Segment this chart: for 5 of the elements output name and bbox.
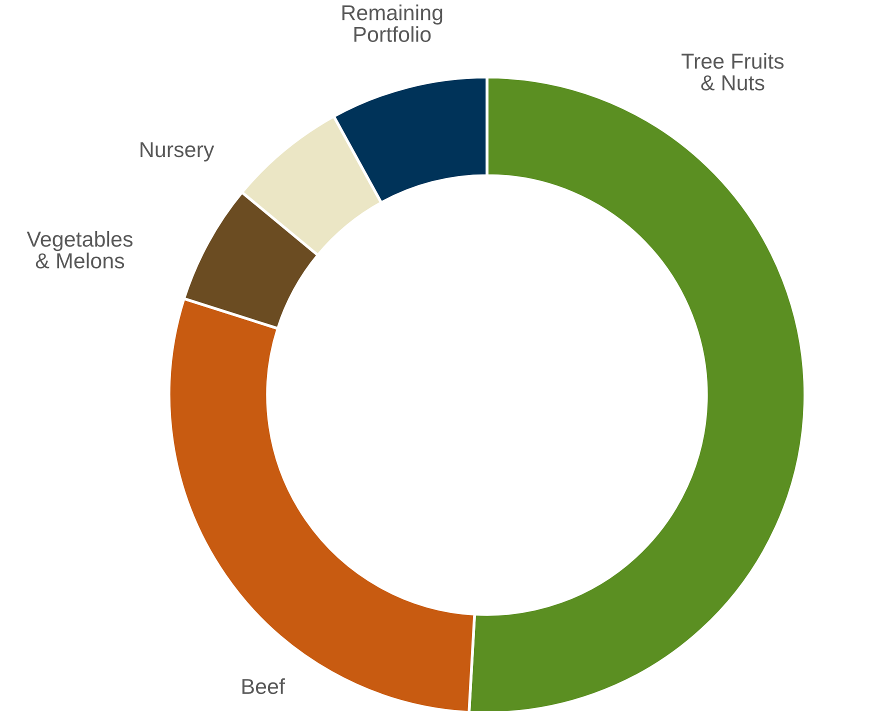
slice-label: Tree Fruits & Nuts [682, 53, 784, 90]
slice-label: Nursery [140, 142, 214, 162]
slice-label: Vegetables & Melons [26, 231, 132, 268]
slice-label: Remaining Portfolio [342, 4, 442, 42]
slice-label: Beef [242, 678, 285, 694]
